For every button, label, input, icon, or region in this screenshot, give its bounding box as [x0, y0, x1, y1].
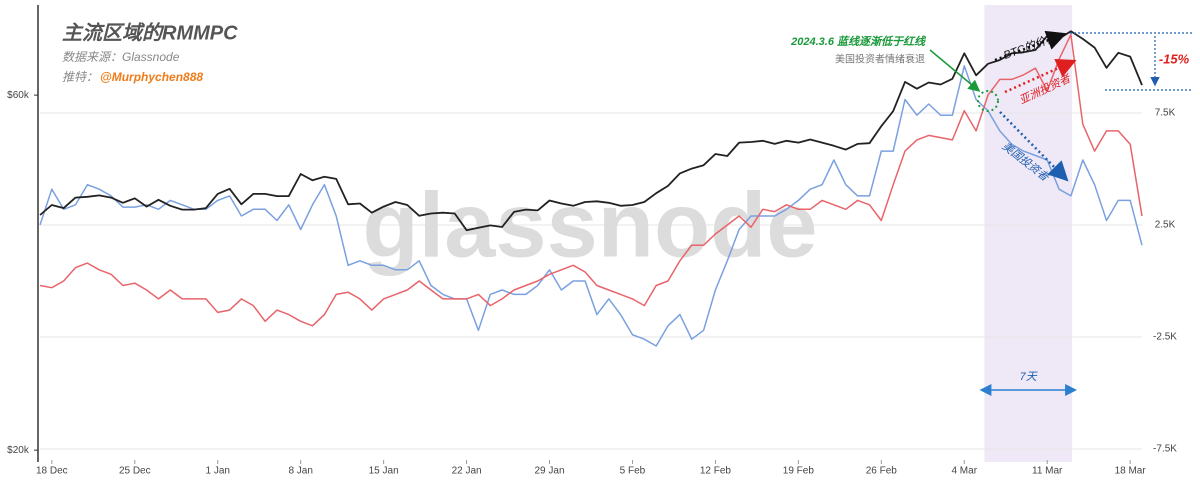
btc-arrow: [994, 30, 1067, 62]
y2-tick-label: -2.5K: [1153, 332, 1177, 343]
series-line: [39, 33, 1143, 327]
plot: [39, 30, 1143, 347]
series-line: [39, 65, 1143, 347]
x-tick-label: 4 Mar: [951, 466, 977, 477]
y-tick-label: $60k: [7, 90, 30, 101]
x-tick-label: 19 Feb: [783, 466, 815, 477]
x-tick-label: 5 Feb: [620, 466, 646, 477]
watermark: glassnode: [362, 174, 817, 276]
highlight-band: [984, 5, 1073, 462]
x-tick-label: 22 Jan: [452, 466, 482, 477]
x-tick-label: 15 Jan: [369, 466, 399, 477]
chart-title: 主流区域的RMMPC: [62, 21, 238, 44]
asia-arrow: [1004, 59, 1077, 94]
note-arrow: [929, 49, 981, 92]
x-tick-label: 11 Mar: [1032, 466, 1063, 477]
x-tick-label: 18 Dec: [36, 466, 68, 477]
x-tick-label: 1 Jan: [206, 466, 230, 477]
cross-circle: [977, 90, 999, 112]
x-tick-label: 26 Feb: [866, 466, 898, 477]
series-line: [39, 30, 1143, 232]
x-tick-label: 29 Jan: [535, 466, 565, 477]
sentiment-note: 美国投资者情绪衰退: [835, 53, 925, 66]
y2-tick-label: 2.5K: [1155, 220, 1176, 231]
y2-tick-label: 7.5K: [1155, 108, 1176, 119]
drop-label: -15%: [1159, 51, 1190, 66]
x-tick-label: 8 Jan: [288, 466, 312, 477]
highlight-label: 7天: [1020, 371, 1038, 383]
us-arrow: [999, 111, 1069, 182]
source: 数据来源：Glassnode: [62, 50, 180, 64]
twitter-handle: @Murphychen888: [100, 70, 203, 84]
x-tick-label: 18 Mar: [1115, 466, 1147, 477]
twitter-label: 推特：: [62, 70, 98, 84]
y-tick-label: $20k: [7, 445, 30, 456]
date-note: 2024.3.6 蓝线逐渐低于红线: [790, 35, 927, 48]
x-tick-label: 12 Feb: [700, 466, 732, 477]
y2-tick-label: -7.5K: [1153, 444, 1177, 455]
x-tick-label: 25 Dec: [119, 466, 151, 477]
